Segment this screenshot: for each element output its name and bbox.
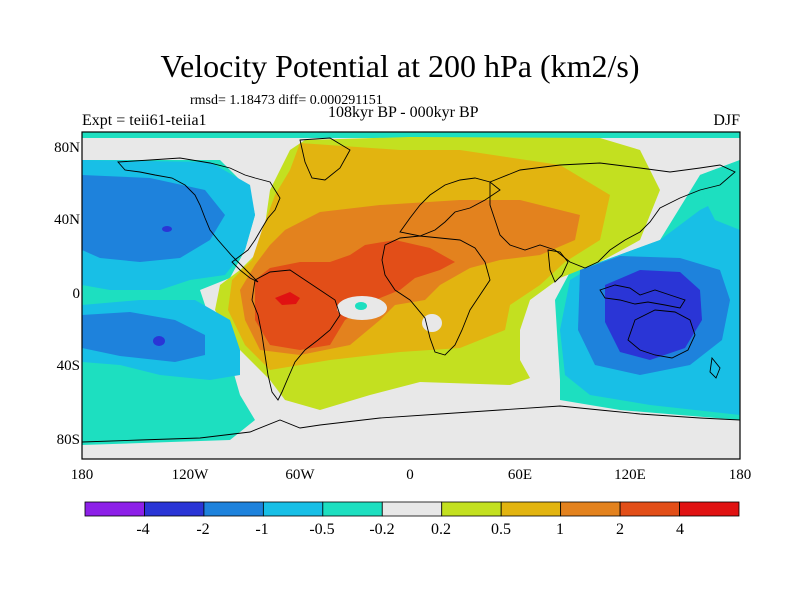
colorbar-label: -2 [196, 521, 210, 538]
lat-tick-0: 0 [72, 286, 81, 302]
positive-zone-4 [275, 292, 300, 305]
greenland-coast [299, 137, 351, 181]
colorbar-label: -0.5 [309, 521, 335, 538]
experiment-label: Expt = teii61-teiia1 [82, 112, 207, 129]
colorbar-label: -0.2 [369, 521, 395, 538]
colorbar-label: -1 [255, 521, 269, 538]
asia-coast [489, 162, 736, 269]
colorbar-box [500, 501, 562, 517]
lon-tick-0: 0 [406, 467, 414, 483]
plot-title: Velocity Potential at 200 hPa (km2/s) [160, 48, 640, 84]
colorbar-box [560, 501, 621, 517]
northeast-pacific-cyan [700, 160, 740, 230]
colorbar-box [203, 501, 264, 517]
lon-tick-60w: 60W [285, 467, 315, 483]
colorbar [84, 501, 740, 517]
antarctica-coast [82, 405, 740, 443]
colorbar-box [679, 501, 740, 517]
new-zealand-coast [709, 356, 721, 379]
australia-coast [627, 309, 696, 359]
pacific-min-north [162, 226, 172, 232]
lon-tick-60e: 60E [507, 467, 533, 483]
lon-tick-120e: 120E [614, 467, 646, 483]
colorbar-box [144, 501, 205, 517]
coastlines [82, 137, 740, 443]
pacific-min-south [153, 336, 165, 346]
gulf-of-guinea-neutral [422, 314, 442, 332]
colorbar-box [262, 501, 324, 517]
colorbar-box [441, 501, 502, 517]
colorbar-label: 0.2 [431, 521, 451, 538]
lon-tick-180w: 180 [70, 467, 94, 483]
pacific-negative-05-1 [82, 175, 225, 262]
atlantic-small-negative [355, 302, 367, 310]
colorbar-label: 2 [616, 521, 624, 538]
south-america-coast [251, 269, 341, 401]
plot-border [81, 131, 741, 460]
colorbar-box [619, 501, 680, 517]
positive-zone-2 [255, 240, 455, 350]
colorbar-box [84, 501, 145, 517]
colorbar-box [381, 501, 443, 517]
season-label: DJF [713, 112, 740, 129]
pacific-negative-05-2 [82, 312, 205, 362]
africa-coast [381, 235, 491, 356]
colorbar-label: 0.5 [491, 521, 511, 538]
lon-tick-180e: 180 [728, 467, 752, 483]
lat-tick-40n: 40N [54, 212, 80, 228]
lat-tick-40s: 40S [56, 358, 80, 374]
periods-label: 108kyr BP - 000kyr BP [328, 104, 479, 121]
europe-coast [399, 177, 501, 237]
colorbar-label: 4 [676, 521, 684, 538]
colorbar-label: -4 [136, 521, 150, 538]
lat-tick-80n: 80N [54, 140, 80, 156]
north-america-coast [117, 157, 281, 283]
colorbar-box [322, 501, 383, 517]
india-coast [547, 249, 569, 283]
rmsd-stats: rmsd= 1.18473 diff= 0.000291151 [190, 93, 383, 108]
map-fill-layer [82, 132, 740, 459]
maritime-continent-coast [599, 284, 686, 309]
colorbar-label: 1 [556, 521, 564, 538]
lat-tick-80s: 80S [56, 432, 80, 448]
lon-tick-120w: 120W [171, 467, 209, 483]
